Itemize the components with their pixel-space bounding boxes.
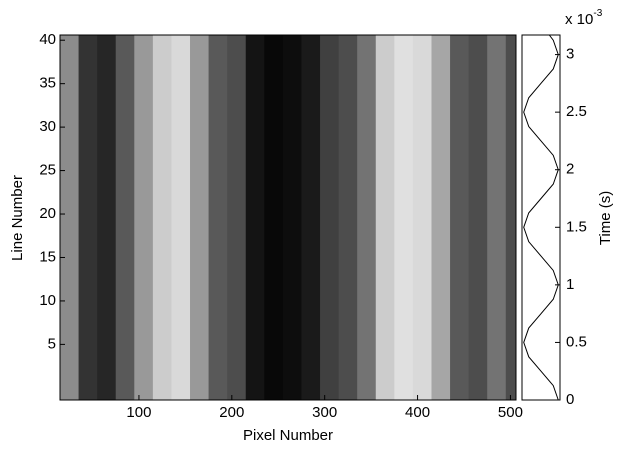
y-tick-label: 35 [39, 75, 56, 92]
heat-cell [320, 35, 340, 400]
y2-tick-label: 2 [566, 161, 574, 178]
y-axis-label: Line Number [9, 175, 26, 261]
y-tick-label: 10 [39, 292, 56, 309]
heat-cell [301, 35, 321, 400]
heat-cell [78, 35, 98, 400]
y-tick-label: 5 [48, 335, 56, 352]
heat-cell [468, 35, 488, 400]
y-tick-label: 25 [39, 162, 56, 179]
side-frame [521, 34, 561, 401]
y-tick-label: 40 [39, 31, 56, 48]
heat-cell [97, 35, 117, 400]
y-tick-label: 15 [39, 248, 56, 265]
heat-cell [450, 35, 470, 400]
heat-cell [394, 35, 414, 400]
heat-cell [190, 35, 210, 400]
plot-frame [59, 34, 517, 401]
y2-tick-label: 1.5 [566, 218, 587, 235]
y2-tick-label: 1 [566, 276, 574, 293]
x-tick-label: 500 [498, 404, 523, 421]
y2-tick-label: 0.5 [566, 333, 587, 350]
heat-cell [357, 35, 377, 400]
heat-cell [505, 35, 517, 400]
y2-tick-label: 3 [566, 46, 574, 63]
heat-cell [375, 35, 395, 400]
heat-cell [338, 35, 358, 400]
heat-cell [245, 35, 265, 400]
x-tick-label: 200 [219, 404, 244, 421]
y-tick-label: 20 [39, 205, 56, 222]
y2-tick-label: 0 [566, 391, 574, 408]
heat-cell [227, 35, 247, 400]
heat-cell [487, 35, 507, 400]
heat-cell [60, 35, 80, 400]
heat-cell [431, 35, 451, 400]
heat-cell [412, 35, 432, 400]
heat-cell [208, 35, 228, 400]
heat-cell [152, 35, 172, 400]
heat-cell [171, 35, 191, 400]
y2-tick-label: 2.5 [566, 103, 587, 120]
time-curve [523, 34, 559, 401]
x-tick-label: 400 [405, 404, 430, 421]
x-tick-label: 100 [126, 404, 151, 421]
time-axis-label: Time (s) [597, 191, 614, 245]
x-tick-label: 300 [312, 404, 337, 421]
heat-cell [264, 35, 284, 400]
heat-cell [134, 35, 154, 400]
y-tick-label: 30 [39, 118, 56, 135]
offset-exponent: -3 [593, 8, 602, 19]
x-axis-label: Pixel Number [243, 427, 333, 444]
heat-cell [282, 35, 302, 400]
offset-base: x 10 [565, 11, 593, 28]
offset-text: x 10-3 [565, 8, 603, 28]
heat-cell [115, 35, 135, 400]
